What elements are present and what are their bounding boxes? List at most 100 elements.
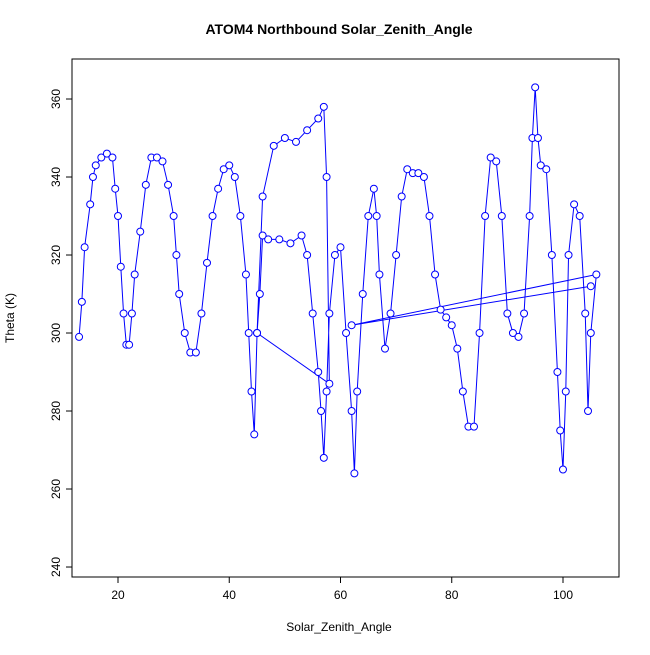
data-point [330,251,339,260]
data-point [280,134,289,143]
data-point [570,200,579,209]
data-point [347,407,356,416]
plot-frame [71,58,620,578]
data-point [314,368,323,377]
data-point [219,165,228,174]
data-point [180,329,189,338]
data-point [255,290,264,299]
x-tick-label: 40 [223,588,237,602]
data-point [436,305,445,314]
data-point [303,251,312,260]
data-point [397,192,406,201]
data-point [486,153,495,162]
data-point [492,157,501,166]
data-point [586,282,595,291]
y-tick-label: 300 [49,323,63,343]
data-point [152,153,161,162]
data-point [314,114,323,123]
data-point [322,173,331,182]
data-point [558,465,567,474]
data-point [197,309,206,318]
data-point [392,251,401,260]
y-tick-label: 280 [49,401,63,421]
data-point [172,251,181,260]
data-point [380,344,389,353]
data-point [592,270,601,279]
data-point [386,309,395,318]
x-tick-label: 100 [553,588,573,602]
data-point [584,407,593,416]
x-tick-label: 80 [445,588,459,602]
data-point [319,453,328,462]
data-point [97,153,106,162]
data-point [317,407,326,416]
data-point [175,290,184,299]
data-point [158,157,167,166]
data-point [403,165,412,174]
data-point [369,184,378,193]
data-point [75,332,84,341]
data-point [202,258,211,267]
data-point [125,340,134,349]
data-point [119,309,128,318]
data-point [447,321,456,330]
data-point [244,329,253,338]
data-point [419,173,428,182]
y-tick-label: 240 [49,557,63,577]
data-point [308,309,317,318]
data-point [556,426,565,435]
data-point [481,212,490,221]
data-point [319,102,328,111]
data-point [364,212,373,221]
data-point [497,212,506,221]
x-axis-label: Solar_Zenith_Angle [286,620,392,634]
x-tick-label: 20 [111,588,125,602]
data-point [236,212,245,221]
data-point [325,379,334,388]
data-point [564,251,573,260]
data-point [303,126,312,135]
data-point [191,348,200,357]
data-point [116,262,125,271]
data-point [531,83,540,92]
data-point [169,212,178,221]
data-point [77,297,86,306]
data-point [458,387,467,396]
data-point [586,329,595,338]
data-point [514,332,523,341]
data-point [253,329,262,338]
data-point [547,251,556,260]
data-point [508,329,517,338]
data-point [114,212,123,221]
data-point [581,309,590,318]
y-axis-label: Theta (K) [3,293,17,343]
data-point [225,161,234,170]
data-point [347,321,356,330]
data-point [533,134,542,143]
data-point [336,243,345,252]
data-point [164,180,173,189]
data-point [286,239,295,248]
data-point [214,184,223,193]
data-point [88,173,97,182]
data-point [108,153,117,162]
data-point [520,309,529,318]
data-point [86,200,95,209]
data-point [208,212,217,221]
chart-title: ATOM4 Northbound Solar_Zenith_Angle [205,21,472,37]
data-point [575,212,584,221]
data-point [258,192,267,201]
y-tick-label: 360 [49,89,63,109]
data-point [561,387,570,396]
data-point [141,180,150,189]
data-point [453,344,462,353]
data-point [297,231,306,240]
data-point [375,270,384,279]
data-point [291,137,300,146]
data-point [525,212,534,221]
data-point [91,161,100,170]
data-point [350,469,359,478]
data-point [542,165,551,174]
